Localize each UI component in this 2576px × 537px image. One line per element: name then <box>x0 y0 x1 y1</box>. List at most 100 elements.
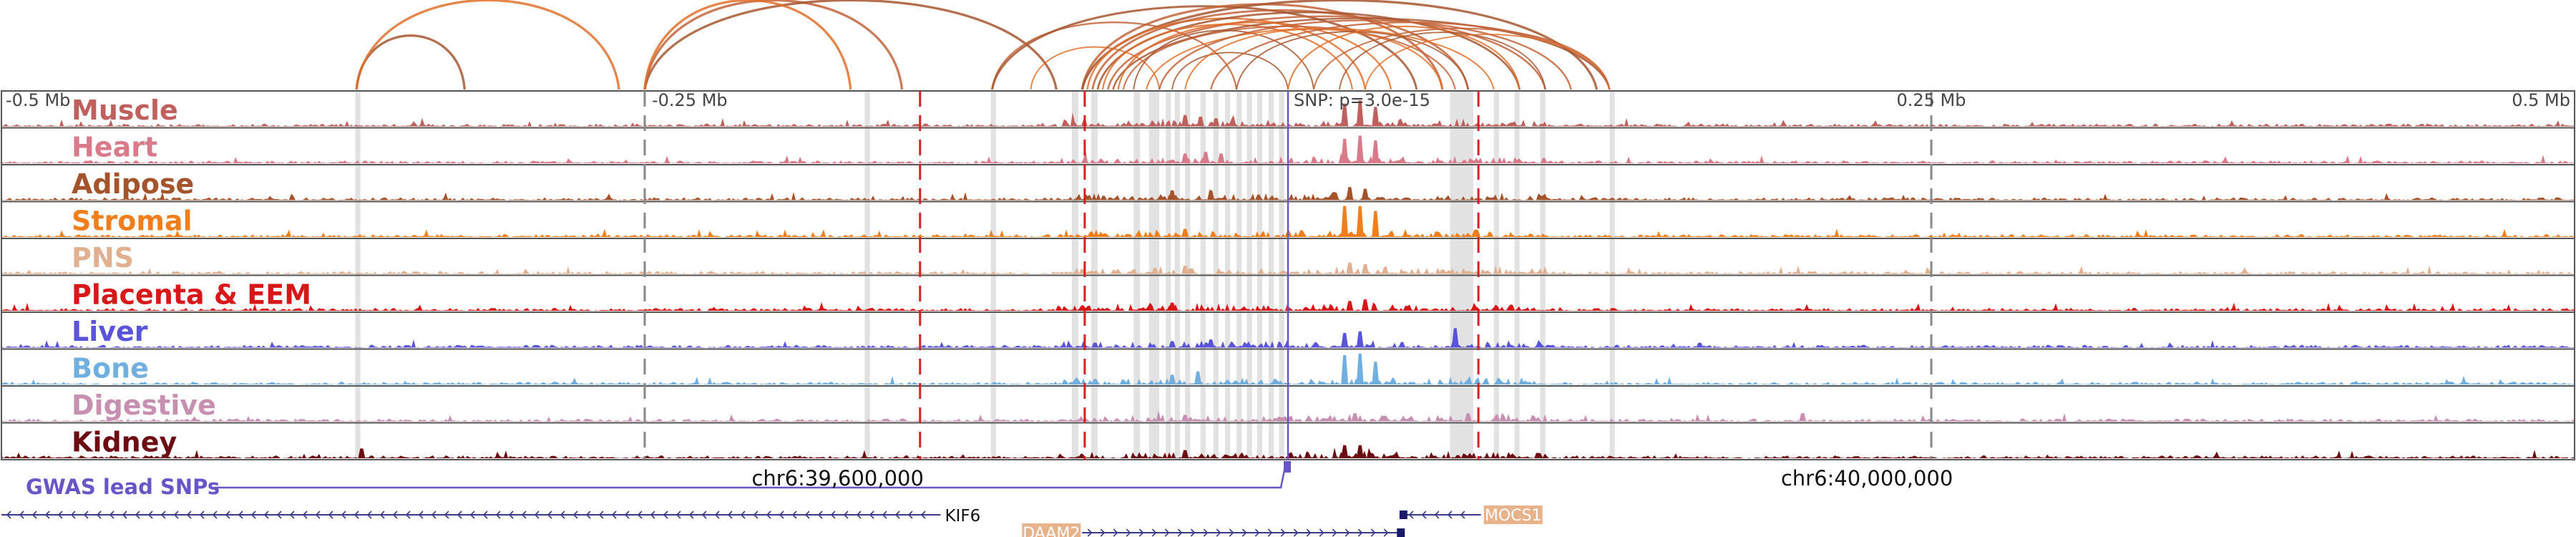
strand-arrow <box>444 511 449 519</box>
strand-arrow <box>637 511 643 519</box>
strand-arrow <box>1383 528 1389 537</box>
arc-21 <box>1171 52 1289 90</box>
arc-14 <box>1107 15 1546 90</box>
track-peak-2 <box>1207 339 1215 348</box>
strand-arrow <box>328 511 333 519</box>
track-peak-3 <box>1341 103 1349 127</box>
strand-arrow <box>547 511 552 519</box>
coordinate-label-0: chr6:39,600,000 <box>751 466 924 490</box>
strand-arrow <box>83 511 89 519</box>
strand-arrow <box>1241 528 1247 537</box>
track-peak-2 <box>1212 118 1220 127</box>
track-peak-0 <box>1181 115 1189 127</box>
top-axis: -0.5 Mb -0.25 Mb SNP: p=3.0e-15 0.25 Mb 0.5 … <box>6 90 2570 110</box>
strand-arrow <box>1447 511 1453 519</box>
top-axis-tick-label: -0.25 Mb <box>652 90 728 110</box>
track-peak-5 <box>1451 328 1459 348</box>
arc-6 <box>990 5 1418 90</box>
arc-23 <box>1209 21 1611 90</box>
track-peak-3 <box>1341 138 1349 163</box>
strand-arrow <box>405 511 411 519</box>
strand-arrow <box>392 511 398 519</box>
track-peak-3 <box>1799 413 1807 422</box>
gene-0: KIF6 <box>1 507 980 526</box>
strand-arrow <box>70 511 76 519</box>
strand-arrow <box>572 511 578 519</box>
track-label-4: PNS <box>72 242 134 274</box>
strand-arrow <box>1357 528 1363 537</box>
arc-7 <box>1030 46 1161 90</box>
strand-arrow <box>250 511 256 519</box>
strand-arrow <box>766 511 771 519</box>
strand-arrow <box>585 511 591 519</box>
strand-arrow <box>1306 528 1312 537</box>
interaction-arcs <box>355 0 1611 90</box>
strand-arrow <box>135 511 140 519</box>
strand-arrow <box>1151 528 1157 537</box>
gwas-connector <box>215 466 1287 489</box>
strand-arrow <box>1345 528 1350 537</box>
strand-arrow <box>830 511 836 519</box>
track-label-8: Digestive <box>72 390 216 421</box>
strand-arrow <box>882 511 887 519</box>
strand-arrow <box>1177 528 1183 537</box>
track-label-5: Placenta & EEM <box>72 279 311 311</box>
strand-arrow <box>1113 528 1118 537</box>
strand-arrow <box>186 511 192 519</box>
arc-11 <box>1091 9 1470 90</box>
track-peak-4 <box>1356 100 1364 127</box>
track-peak-1 <box>1346 301 1354 311</box>
track-peak-4 <box>1356 135 1364 163</box>
strand-arrow <box>44 511 50 519</box>
strand-arrow <box>1421 511 1427 519</box>
strand-arrow <box>1138 528 1144 537</box>
track-label-9: Kidney <box>72 427 177 458</box>
track-labels: Muscle Heart Adipose Stromal PNS Placenta & E… <box>72 95 311 458</box>
strand-arrow <box>122 511 127 519</box>
strand-arrow <box>1267 528 1273 537</box>
strand-arrow <box>843 511 849 519</box>
strand-arrow <box>779 511 784 519</box>
strand-arrow <box>624 511 630 519</box>
strand-arrow <box>1190 528 1196 537</box>
track-label-1: Heart <box>72 132 157 163</box>
track-label-7: Bone <box>72 353 149 384</box>
strand-arrow <box>521 511 527 519</box>
strand-arrow <box>907 511 913 519</box>
track-peak-2 <box>1361 299 1369 311</box>
strand-arrow <box>817 511 823 519</box>
strand-arrow <box>856 511 862 519</box>
strand-arrow <box>212 511 218 519</box>
gene-2: MOCS1 <box>1399 505 1543 525</box>
strand-arrow <box>315 511 321 519</box>
strand-arrow <box>714 511 720 519</box>
strand-arrow <box>1126 528 1131 537</box>
strand-arrow <box>688 511 694 519</box>
strand-arrow <box>675 511 681 519</box>
strand-arrow <box>6 511 11 519</box>
arc-20 <box>1158 19 1572 90</box>
strand-arrow <box>869 511 874 519</box>
strand-arrow <box>31 511 37 519</box>
arc-28 <box>1365 34 1611 90</box>
track-label-2: Adipose <box>72 168 194 200</box>
strand-arrow <box>276 511 282 519</box>
track-peak-0 <box>1181 266 1189 274</box>
strand-arrow <box>199 511 205 519</box>
track-peak-0 <box>1181 228 1189 237</box>
strand-arrow <box>457 511 462 519</box>
strand-arrow <box>19 511 24 519</box>
strand-arrow <box>1164 528 1170 537</box>
strand-arrow <box>663 511 668 519</box>
track-peak-3 <box>1372 211 1380 237</box>
track-peak-2 <box>1356 205 1364 237</box>
strand-arrow <box>598 511 604 519</box>
gene-label-box <box>1022 523 1081 537</box>
track-peak-2 <box>1361 263 1369 274</box>
arc-0 <box>355 34 466 90</box>
strand-arrow <box>1087 528 1093 537</box>
track-background-signal <box>1 376 2575 384</box>
strand-arrow <box>1203 528 1209 537</box>
strand-arrow <box>508 511 514 519</box>
